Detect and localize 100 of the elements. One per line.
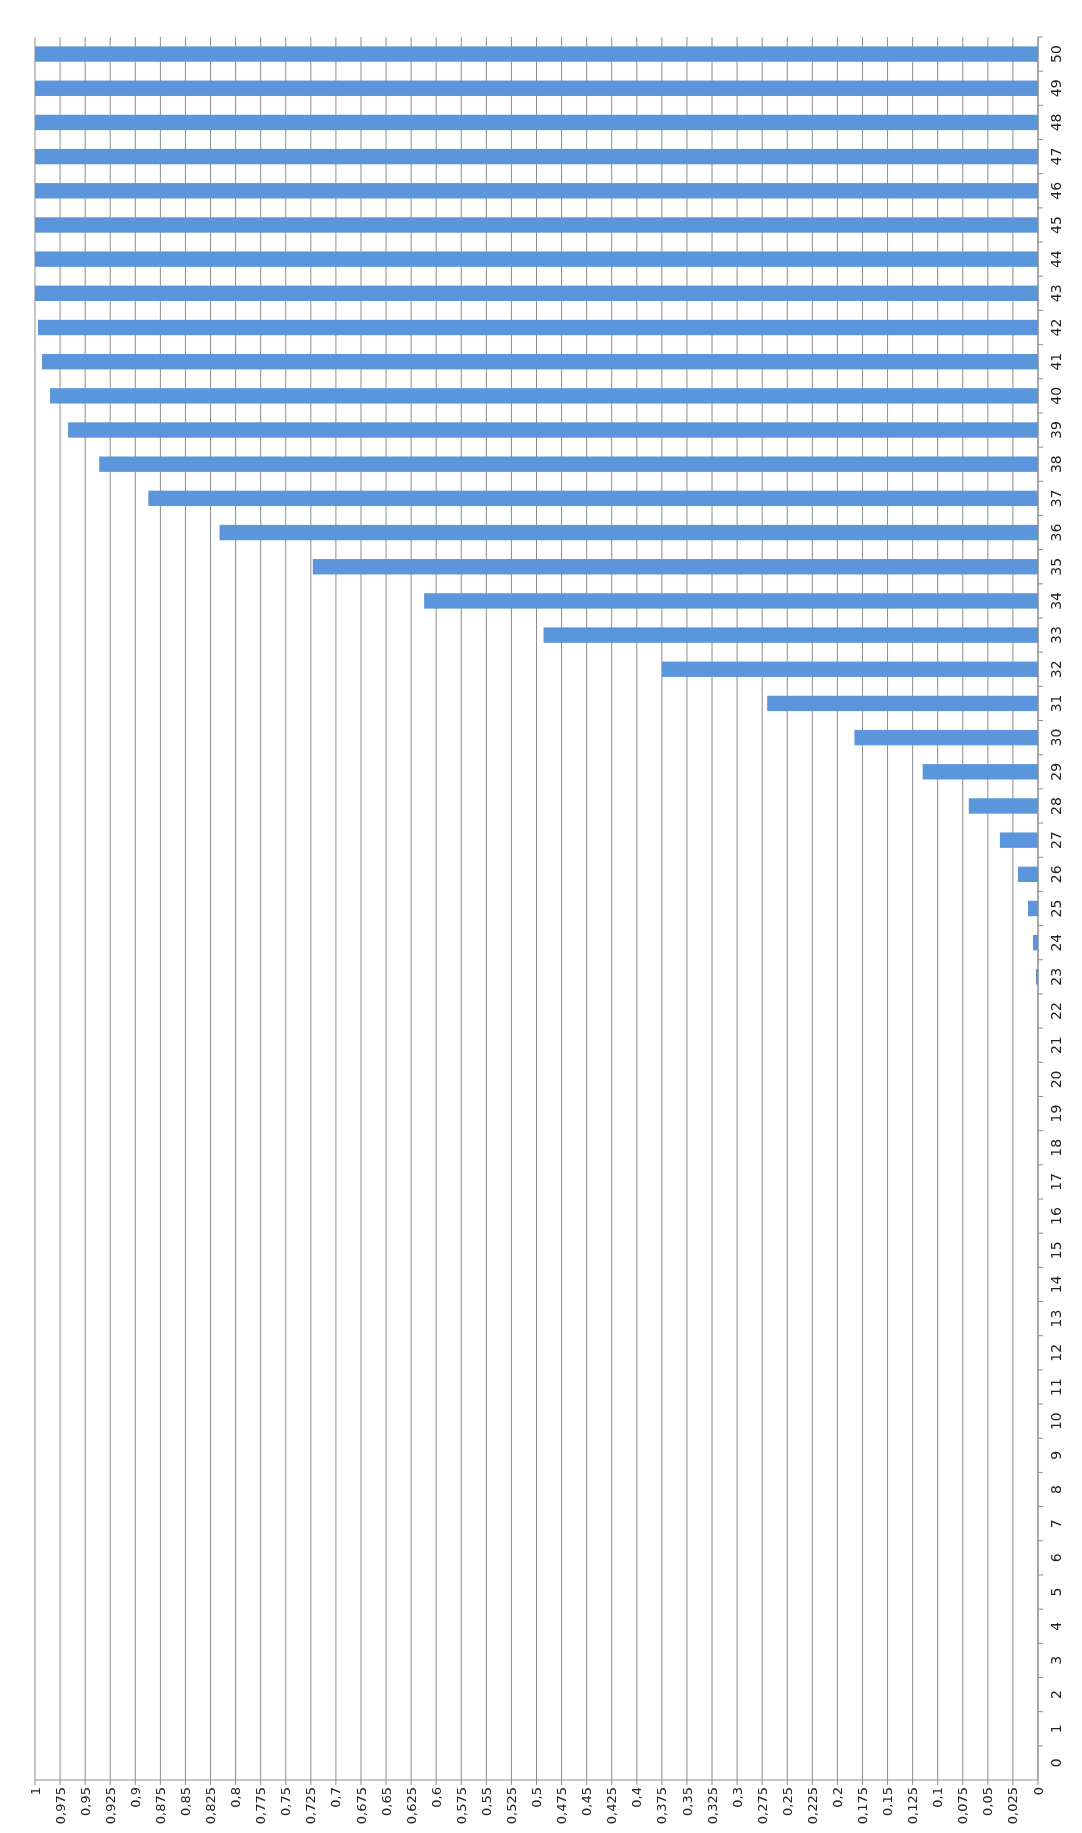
x-tick-label: 0,425 (604, 1787, 620, 1825)
y-tick-label: 4 (1047, 1621, 1064, 1631)
x-tick-label: 0,475 (554, 1787, 570, 1825)
x-tick-label: 0,45 (579, 1787, 595, 1816)
y-tick-label: 28 (1047, 797, 1064, 815)
y-tick-label: 19 (1047, 1104, 1064, 1123)
y-tick-label: 1 (1047, 1724, 1064, 1734)
y-tick-label: 7 (1047, 1519, 1064, 1529)
bar (35, 285, 1038, 302)
x-tick-label: 0,55 (478, 1787, 494, 1816)
x-tick-label: 0,8 (228, 1787, 244, 1808)
x-tick-label: 0,675 (353, 1787, 369, 1825)
bar (854, 729, 1038, 746)
x-tick-label: 0,4 (629, 1787, 645, 1808)
bar (35, 148, 1038, 165)
y-tick-label: 43 (1047, 284, 1064, 303)
x-tick-label: 0,175 (855, 1787, 871, 1825)
x-tick-label: 0,2 (829, 1787, 845, 1808)
y-tick-label: 48 (1047, 113, 1064, 132)
y-tick-label: 17 (1047, 1173, 1064, 1191)
x-tick-label: 0,825 (203, 1787, 219, 1825)
bar (968, 798, 1038, 814)
bar (35, 183, 1038, 199)
x-tick-label: 0,9 (127, 1787, 143, 1808)
x-tick-label: 0,5 (529, 1787, 545, 1808)
bar (35, 46, 1038, 62)
x-tick-label: 0,375 (654, 1787, 670, 1825)
y-tick-label: 14 (1047, 1275, 1064, 1294)
x-tick-label: 0,15 (880, 1787, 896, 1816)
y-tick-label: 33 (1047, 626, 1064, 644)
y-tick-label: 2 (1047, 1690, 1064, 1700)
y-tick-label: 42 (1047, 318, 1064, 337)
x-tick-label: 0,3 (729, 1787, 745, 1808)
x-tick-label: 0,35 (679, 1787, 695, 1816)
y-tick-label: 38 (1047, 455, 1064, 474)
x-tick-label: 0,275 (754, 1787, 770, 1825)
y-tick-label: 35 (1047, 557, 1064, 576)
x-tick-label: 0,725 (303, 1787, 319, 1825)
y-tick-label: 9 (1047, 1450, 1064, 1460)
bar (148, 490, 1038, 507)
y-tick-label: 18 (1047, 1138, 1064, 1157)
x-tick-label: 0,75 (278, 1787, 294, 1816)
bar (35, 251, 1038, 267)
y-tick-label: 21 (1047, 1036, 1064, 1055)
y-tick-label: 22 (1047, 1002, 1064, 1020)
bar (767, 695, 1038, 712)
bar (38, 319, 1038, 336)
x-tick-label: 0,625 (403, 1787, 419, 1825)
x-tick-label: 0,7 (328, 1787, 344, 1808)
bar (99, 456, 1038, 472)
y-tick-label: 16 (1047, 1207, 1064, 1225)
y-tick-label: 5 (1047, 1587, 1064, 1597)
y-tick-label: 31 (1047, 694, 1064, 713)
y-tick-label: 40 (1047, 386, 1064, 405)
y-tick-label: 11 (1047, 1378, 1064, 1396)
bar (1017, 866, 1038, 883)
y-tick-label: 46 (1047, 181, 1064, 200)
x-tick-label: 0,25 (779, 1787, 795, 1816)
y-tick-label: 47 (1047, 147, 1064, 166)
y-tick-label: 41 (1047, 352, 1064, 371)
x-tick-label: 0,225 (804, 1787, 820, 1825)
bar (999, 832, 1038, 848)
y-tick-label: 32 (1047, 660, 1064, 679)
y-tick-label: 6 (1047, 1553, 1064, 1563)
y-tick-label: 0 (1047, 1758, 1064, 1768)
bar (35, 80, 1038, 96)
y-tick-label: 15 (1047, 1241, 1064, 1260)
x-tick-label: 1 (27, 1787, 43, 1796)
x-tick-label: 0,85 (178, 1787, 193, 1816)
x-tick-label: 0,6 (428, 1787, 444, 1808)
y-tick-label: 24 (1047, 933, 1064, 952)
x-tick-label: 0,925 (102, 1787, 118, 1825)
x-tick-label: 0,65 (378, 1787, 394, 1816)
y-tick-label: 39 (1047, 421, 1064, 439)
bar (922, 764, 1038, 780)
x-tick-label: 0,525 (503, 1787, 519, 1825)
y-tick-label: 23 (1047, 967, 1064, 986)
x-tick-label: 0,325 (704, 1787, 720, 1825)
bar (35, 217, 1038, 233)
bar (42, 353, 1038, 370)
bar (543, 627, 1038, 643)
y-tick-label: 49 (1047, 79, 1064, 98)
bar (661, 661, 1038, 677)
bar (35, 114, 1038, 131)
x-tick-label: 0,95 (77, 1787, 93, 1816)
x-tick-label: 0,05 (980, 1787, 996, 1816)
y-tick-label: 10 (1047, 1412, 1064, 1431)
y-tick-label: 29 (1047, 762, 1064, 781)
x-tick-label: 0,1 (930, 1787, 946, 1808)
bar (312, 559, 1038, 575)
x-tick-label: 0,025 (1005, 1787, 1021, 1825)
x-tick-label: 0,875 (152, 1787, 168, 1825)
x-tick-label: 0,575 (453, 1787, 469, 1825)
bar (219, 524, 1038, 541)
y-tick-label: 13 (1047, 1309, 1064, 1328)
y-tick-label: 8 (1047, 1485, 1064, 1494)
y-tick-label: 27 (1047, 831, 1064, 850)
bar (424, 593, 1038, 609)
y-tick-label: 3 (1047, 1655, 1064, 1665)
y-tick-label: 37 (1047, 489, 1064, 508)
